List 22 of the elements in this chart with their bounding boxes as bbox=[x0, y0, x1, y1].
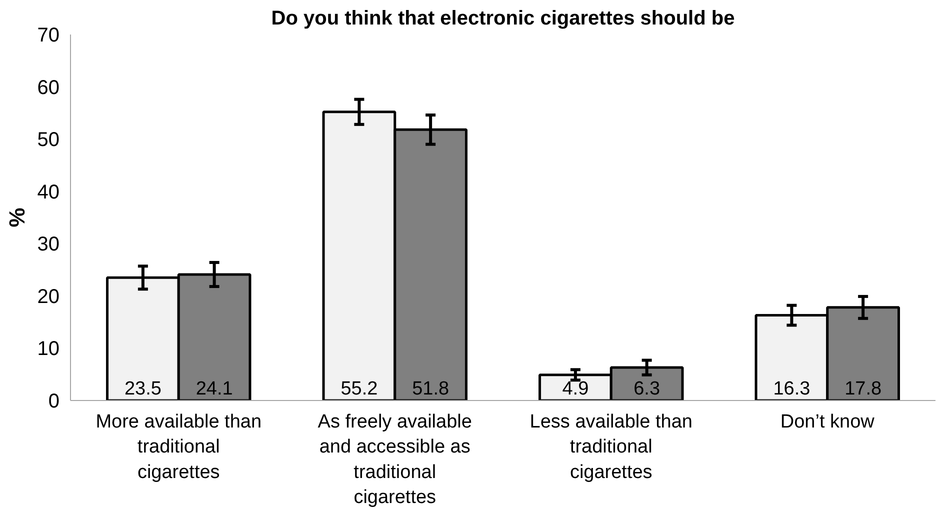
data-label: 24.1 bbox=[196, 378, 233, 400]
y-tick-label: 30 bbox=[37, 234, 60, 256]
data-label: 16.3 bbox=[773, 378, 810, 400]
y-tick-label: 60 bbox=[37, 76, 60, 99]
y-tick-label: 10 bbox=[37, 338, 60, 360]
x-tick-label: As freely available and accessible as traditional cigarettes bbox=[318, 412, 472, 508]
x-tick-label: Less available than traditional cigarettes bbox=[530, 412, 692, 483]
data-label: 17.8 bbox=[844, 378, 882, 400]
chart-title: Do you think that electronic cigarettes should be bbox=[271, 8, 735, 30]
y-tick-label: 70 bbox=[37, 24, 60, 46]
y-tick-label: 50 bbox=[37, 129, 60, 152]
data-label: 6.3 bbox=[634, 378, 660, 400]
y-tick-label: 20 bbox=[37, 286, 60, 308]
data-label: 51.8 bbox=[412, 378, 450, 400]
x-tick-label: Don’t know bbox=[780, 412, 875, 432]
data-label: 4.9 bbox=[562, 378, 589, 400]
data-label: 23.5 bbox=[124, 378, 162, 400]
y-axis-title: % bbox=[4, 208, 30, 228]
data-label: 55.2 bbox=[340, 378, 378, 400]
y-tick-label: 0 bbox=[48, 390, 60, 412]
y-tick-label: 40 bbox=[37, 181, 60, 204]
x-tick-label: More available than traditional cigarettes bbox=[96, 412, 262, 483]
